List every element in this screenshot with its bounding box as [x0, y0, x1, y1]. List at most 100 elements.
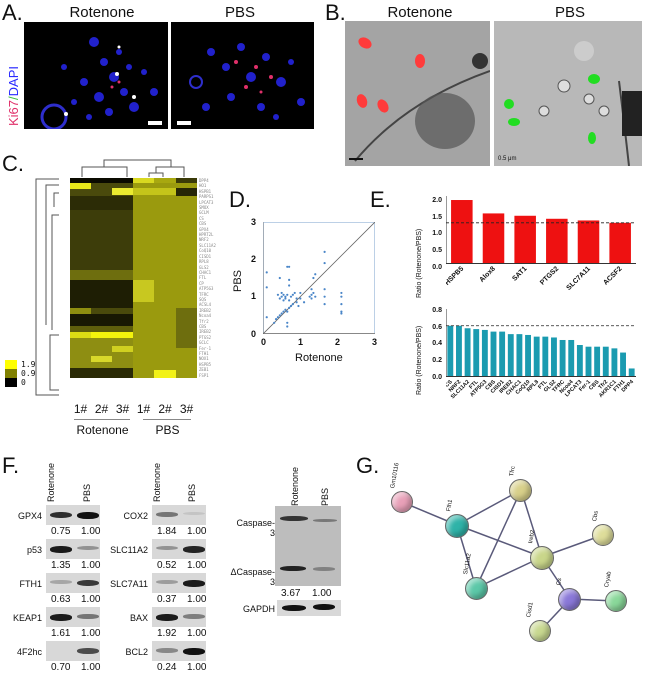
- e-top-yticks: 2.0 1.5 1.0 0.5 0.0: [428, 193, 442, 277]
- protein-label: BAX: [129, 613, 148, 623]
- blot-image: [152, 539, 206, 559]
- xtick: 3: [372, 337, 378, 347]
- panel-b-label: B.: [325, 0, 346, 25]
- ytick: 0.0: [432, 373, 442, 381]
- gene-label: CISD1: [199, 253, 212, 259]
- node-tfrc[interactable]: [509, 479, 532, 502]
- gene-label: LPCAT3: [199, 199, 214, 205]
- ratio-value: 1.00: [187, 628, 207, 639]
- band: [280, 516, 308, 521]
- e-bottom-bar-chart: CSNRF2SLC11A2FTLATP5G3CBSCISD1IREB2CHAC1…: [446, 309, 636, 400]
- gene-label: CBS: [199, 221, 207, 227]
- band: [183, 580, 205, 587]
- ratio-value: 1.00: [187, 594, 207, 605]
- svg-text:CS: CS: [446, 379, 454, 389]
- scale-bar: [148, 121, 162, 125]
- blot-row: FTH1 0.63 1.00: [0, 573, 100, 607]
- gene-label: ACSL4: [199, 302, 212, 308]
- ratio-value: 1.61: [51, 628, 71, 639]
- node-ireb2[interactable]: [530, 546, 554, 570]
- gene-label: CoQ10: [199, 248, 212, 254]
- band: [183, 648, 205, 655]
- group-label-pbs: PBS: [155, 423, 180, 437]
- node-cryab[interactable]: [605, 590, 627, 612]
- band: [280, 566, 306, 571]
- blot-image: [152, 607, 206, 627]
- band: [156, 512, 178, 517]
- ratio-value: 0.70: [51, 662, 71, 673]
- gene-label: RPL8: [199, 259, 209, 265]
- em-image: [354, 37, 490, 162]
- band: [183, 546, 205, 553]
- gene-label: FTH1: [199, 351, 209, 356]
- e-top-bar-chart: HSPB5 Alox8 SAT1 PTGS2 SLC7A11 ACSF2: [446, 196, 636, 292]
- gene-label: HSPB5: [199, 361, 212, 367]
- panel-f-label: F.: [2, 453, 20, 478]
- scatter-ylabel: PBS: [232, 269, 244, 292]
- blot-row: KEAP1 1.61 1.00: [0, 607, 100, 641]
- e-bottom-ylabel: Ratio (Rotenone/PBS): [416, 325, 423, 395]
- band: [156, 546, 178, 551]
- caspase-value-pbs: 1.00: [312, 588, 332, 599]
- node-cbs[interactable]: [592, 524, 614, 546]
- blot-image: [152, 641, 206, 661]
- band: [313, 519, 337, 522]
- protein-label: SLC7A11: [110, 579, 148, 589]
- gene-label: GCLC: [199, 340, 209, 346]
- caspase-blot: [275, 506, 341, 586]
- node-fth1[interactable]: [445, 514, 469, 538]
- blot-row: BCL2 0.24 1.00: [106, 641, 210, 675]
- e-bottom-yticks: 0.8 0.6 0.4 0.2 0.0: [428, 303, 442, 387]
- heatmap-column-labels: 1# 2# 3# 1# 2# 3#: [70, 402, 197, 416]
- xtick: 0: [261, 337, 267, 347]
- col-label: 1#: [73, 402, 88, 416]
- ratio-value: 1.00: [81, 526, 101, 537]
- e-bottom-ylabel-wrap: Ratio (Rotenone/PBS): [416, 317, 428, 397]
- ratio-value: 1.00: [187, 526, 207, 537]
- heatmap-legend: 1.9 0.9 0: [5, 360, 35, 387]
- svg-text:FTL: FTL: [468, 379, 480, 391]
- gene-label: ZEB1: [199, 367, 209, 373]
- node-cs[interactable]: [558, 588, 581, 611]
- blot-row: 4F2hc 0.70 1.00: [0, 641, 100, 675]
- heatmap-dendrograms: [35, 159, 185, 396]
- band: [77, 648, 99, 654]
- gene-label: CP: [199, 280, 204, 286]
- blot-row: BAX 1.92 1.00: [106, 607, 210, 641]
- band: [183, 614, 205, 619]
- legend-swatch-high: [5, 360, 17, 369]
- e-bottom-bars: [447, 325, 635, 376]
- cleaved-caspase-label: ΔCaspase-3: [230, 567, 275, 587]
- panel-g-label: G.: [356, 453, 380, 478]
- scatter-xlabel: Rotenone: [295, 352, 343, 364]
- western-blot-column-2: COX2 1.84 1.00 SLC11A2 0.52 1.00 SLC7A11 0.37 1.…: [106, 505, 210, 675]
- lane-header-rotenone: Rotenone: [290, 466, 300, 506]
- ratio-value: 0.37: [157, 594, 177, 605]
- lane-header-pbs: PBS: [320, 487, 330, 506]
- svg-text:ACSF2: ACSF2: [602, 265, 623, 286]
- ratio-value: 1.84: [157, 526, 177, 537]
- gene-label: HPRT2L: [199, 232, 214, 238]
- ytick: 3: [251, 217, 257, 227]
- gene-label: FSP1: [199, 372, 209, 378]
- e-top-ylabel-wrap: Ratio (Rotenone/PBS): [416, 190, 428, 300]
- e-top-ylabel: Ratio (Rotenone/PBS): [416, 228, 423, 298]
- legend-mid: 0.9: [21, 369, 36, 378]
- blot-image: [152, 505, 206, 525]
- band: [313, 567, 335, 571]
- gapdh-blot: [277, 600, 341, 616]
- protein-label: p53: [26, 545, 42, 555]
- ratio-value: 0.75: [51, 526, 71, 537]
- ratio-value: 0.52: [157, 560, 177, 571]
- node-cisd1[interactable]: [529, 620, 551, 642]
- gene-label: DPP4: [199, 178, 209, 183]
- panel-b-header-pbs: PBS: [554, 4, 585, 21]
- scatter-ylabel-wrap: PBS: [232, 230, 252, 340]
- node-slc11a2[interactable]: [465, 577, 488, 600]
- node-gm10116[interactable]: [391, 491, 413, 513]
- blot-image: [46, 539, 100, 559]
- svg-text:SAT1: SAT1: [511, 265, 528, 282]
- ratio-value: 1.00: [81, 560, 101, 571]
- gene-label: CBS: [199, 323, 207, 329]
- gene-label: PTGS2: [199, 334, 212, 340]
